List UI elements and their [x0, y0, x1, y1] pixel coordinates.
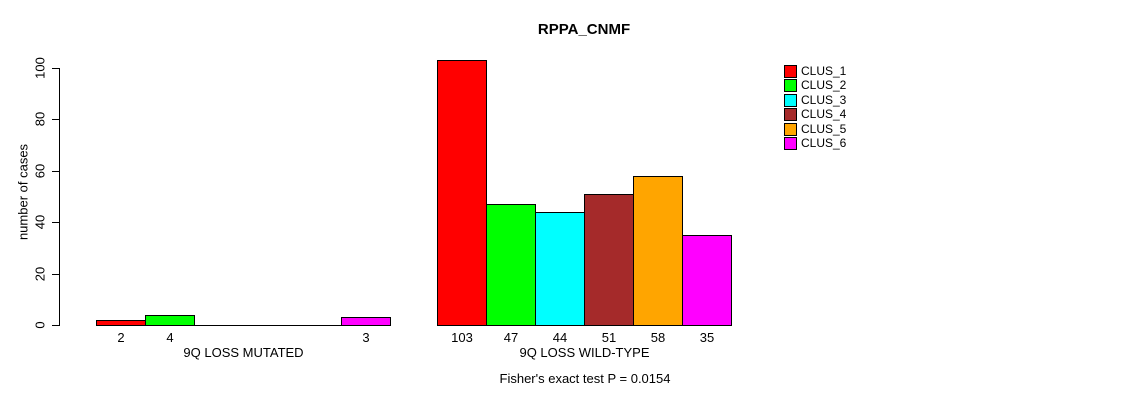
legend-label: CLUS_6 — [801, 136, 847, 150]
y-tick-label: 60 — [32, 163, 48, 179]
fisher-test-annotation: Fisher's exact test P = 0.0154 — [499, 371, 671, 386]
bar-value-label: 47 — [503, 330, 519, 345]
y-tick-label: 80 — [32, 111, 48, 127]
group-label: 9Q LOSS WILD-TYPE — [519, 345, 650, 360]
legend-swatch-CLUS_4 — [784, 108, 797, 121]
y-tick-label: 0 — [32, 321, 48, 329]
legend-swatch-CLUS_2 — [784, 79, 797, 92]
bar-CLUS_1 — [437, 60, 487, 326]
legend-label: CLUS_1 — [801, 64, 847, 78]
y-tick-mark — [52, 68, 59, 69]
group-baseline — [96, 325, 391, 326]
bar-value-label: 51 — [601, 330, 617, 345]
legend-label: CLUS_3 — [801, 93, 847, 107]
y-axis-line — [59, 68, 60, 326]
legend-swatch-CLUS_3 — [784, 94, 797, 107]
y-tick-label: 100 — [32, 57, 48, 79]
bar-CLUS_4 — [584, 194, 634, 326]
bar-value-label: 4 — [166, 330, 174, 345]
group-label: 9Q LOSS MUTATED — [183, 345, 304, 360]
bar-value-label: 44 — [552, 330, 568, 345]
bar-value-label: 2 — [117, 330, 125, 345]
bar-CLUS_2 — [145, 315, 195, 326]
bar-CLUS_2 — [486, 204, 536, 326]
bar-CLUS_5 — [633, 176, 683, 326]
legend-label: CLUS_2 — [801, 78, 847, 92]
legend-swatch-CLUS_5 — [784, 123, 797, 136]
y-axis-title: number of cases — [15, 143, 31, 241]
bar-value-label: 103 — [451, 330, 473, 345]
y-tick-mark — [52, 119, 59, 120]
legend-label: CLUS_5 — [801, 122, 847, 136]
y-tick-mark — [52, 222, 59, 223]
y-tick-mark — [52, 325, 59, 326]
y-tick-label: 40 — [32, 214, 48, 230]
bar-CLUS_6 — [682, 235, 732, 326]
y-tick-mark — [52, 171, 59, 172]
chart-title: RPPA_CNMF — [537, 21, 631, 38]
y-tick-label: 20 — [32, 266, 48, 282]
bar-value-label: 35 — [699, 330, 715, 345]
y-tick-mark — [52, 274, 59, 275]
bar-CLUS_6 — [341, 317, 391, 326]
legend-label: CLUS_4 — [801, 107, 847, 121]
legend-swatch-CLUS_6 — [784, 137, 797, 150]
bar-value-label: 58 — [650, 330, 666, 345]
legend-swatch-CLUS_1 — [784, 65, 797, 78]
bar-CLUS_3 — [535, 212, 585, 326]
bar-value-label: 3 — [362, 330, 370, 345]
bar-CLUS_1 — [96, 320, 146, 326]
